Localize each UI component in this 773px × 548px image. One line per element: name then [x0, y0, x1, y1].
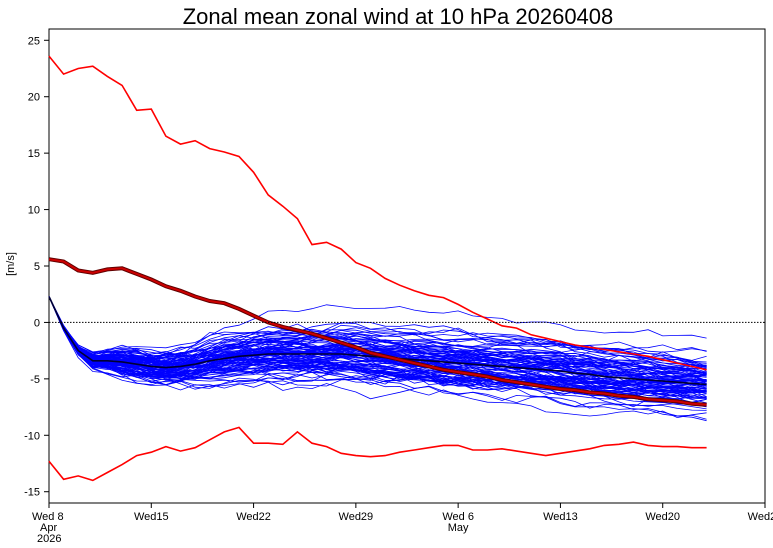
climatology-max-line [48, 55, 707, 371]
ensemble-member-line [48, 296, 707, 385]
y-tick-label: -15 [24, 487, 40, 499]
x-tick-label: Wed 6 [442, 511, 474, 523]
x-tick-label: Wed27 [748, 511, 773, 523]
y-tick-label: 15 [28, 148, 40, 160]
x-tick-sublabel: 2026 [37, 533, 61, 545]
y-tick-label: 0 [34, 317, 40, 329]
y-tick-label: -5 [30, 374, 40, 386]
ensemble-members [48, 296, 707, 422]
ensemble-member-line [48, 296, 707, 367]
plot-frame [48, 28, 766, 504]
ensemble-member-line [48, 296, 707, 400]
ensemble-member-line [48, 296, 707, 422]
ensemble-member-line [48, 296, 707, 394]
ensemble-mean-line [48, 296, 707, 386]
ensemble-member-line [48, 296, 707, 393]
x-tick-sublabel: May [448, 522, 469, 534]
ensemble-member-line [48, 296, 707, 385]
ensemble-member-line [48, 296, 707, 419]
ensemble-member-line [48, 296, 707, 356]
y-tick-label: 10 [28, 205, 40, 217]
ensemble-member-line [48, 296, 707, 372]
climatology-min-line [48, 426, 707, 482]
chart-title: Zonal mean zonal wind at 10 hPa 20260408 [183, 4, 614, 29]
ensemble-member-line [48, 296, 707, 373]
ensemble-member-line [48, 296, 707, 390]
y-tick-label: 5 [34, 261, 40, 273]
x-tick-label: Wed20 [645, 511, 680, 523]
x-tick-label: Wed 8 [32, 511, 64, 523]
ensemble-member-line [48, 296, 707, 408]
y-axis-label: [m/s] [5, 252, 17, 276]
y-axis: -15 -10 -5 0 5 10 15 20 25 [24, 35, 49, 499]
x-tick-label: Wed13 [543, 511, 578, 523]
y-tick-label: 25 [28, 35, 40, 47]
y-tick-label: -10 [24, 430, 40, 442]
climatology-lines [48, 55, 707, 482]
x-tick-sublabel: Apr [40, 522, 57, 534]
x-tick-label: Wed15 [134, 511, 169, 523]
ensemble-member-line [48, 296, 707, 411]
x-tick-label: Wed22 [236, 511, 271, 523]
x-tick-label: Wed29 [339, 511, 374, 523]
climatology-mean-line [48, 258, 707, 406]
y-tick-label: 20 [28, 92, 40, 104]
